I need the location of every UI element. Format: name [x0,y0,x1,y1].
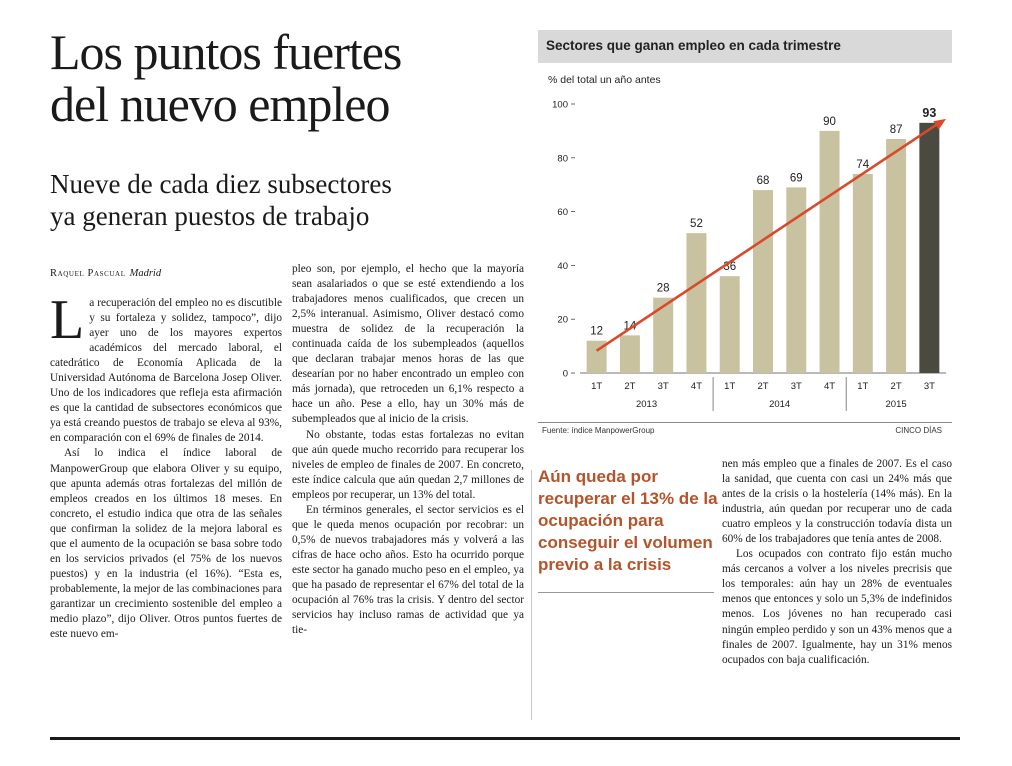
year-group-label: 2013 [636,399,657,410]
page-bottom-rule [50,737,960,740]
chart-y-label: % del total un año antes [548,74,661,86]
headline: Los puntos fuertes del nuevo empleo [50,26,520,130]
x-tick-label: 4T [691,381,702,392]
drop-cap: L [50,289,85,351]
pull-quote-rule [538,592,714,593]
byline: Raquel Pascual Madrid [50,268,290,279]
chart-plot: 020406080100121T142T283T524T361T682T693T… [552,100,946,411]
column-divider [531,470,532,720]
bar [886,138,907,373]
x-tick-label: 3T [924,381,935,392]
bar [753,190,773,373]
paragraph: No obstante, todas estas fortalezas no e… [292,428,524,501]
paragraph-text: a recuperación del empleo no es discutib… [50,297,282,445]
paragraph: pleo son, por ejemplo, el hecho que la m… [292,263,524,426]
x-tick-label: 3T [658,381,669,392]
chart-credit: CINCO DÍAS [895,426,942,435]
subhead-line-2: ya generan puestos de trabajo [50,201,370,231]
x-tick-label: 2T [624,381,635,392]
chart-title: Sectores que ganan empleo en cada trimes… [546,38,841,53]
bar-value-label: 69 [790,172,803,184]
byline-place: Madrid [129,268,162,279]
y-tick-label: 0 [563,369,568,380]
bar [719,276,740,373]
bar-value-label: 93 [922,106,936,120]
bar [653,297,674,373]
x-tick-label: 1T [591,381,602,392]
bar [919,122,940,373]
pull-quote: Aún queda por recuperar el 13% de la ocu… [538,467,718,574]
paragraph: En términos generales, el sector servici… [292,503,524,637]
paragraph: Así lo indica el índice laboral de Manpo… [50,447,282,641]
trend-line [595,121,941,352]
bar-value-label: 52 [690,218,703,230]
employment-chart: Sectores que ganan empleo en cada trimes… [538,30,952,440]
bar [619,335,640,373]
bar-value-label: 28 [657,283,670,295]
headline-line-1: Los puntos fuertes [50,24,402,80]
paragraph: nen más empleo que a finales de 2007. Es… [722,458,952,546]
chart-title-bar [538,30,952,63]
x-tick-label: 2T [891,381,902,392]
bar-value-label: 90 [823,116,836,128]
bar [852,173,873,373]
bar-value-label: 87 [890,124,903,136]
byline-author: Raquel Pascual [50,268,126,279]
y-tick-label: 100 [552,100,568,111]
bar-value-label: 12 [590,326,603,338]
chart-source: Fuente: índice ManpowerGroup [542,426,655,435]
paragraph: Los ocupados con contrato fijo están muc… [722,548,952,666]
subheadline: Nueve de cada diez subsectores ya genera… [50,168,520,232]
x-tick-label: 1T [724,381,735,392]
y-tick-label: 40 [557,261,568,272]
x-tick-label: 1T [857,381,868,392]
x-tick-label: 4T [824,381,835,392]
article-column-3: nen más empleo que a finales de 2007. Es… [722,457,952,668]
article-column-2: pleo son, por ejemplo, el hecho que la m… [292,262,524,638]
y-tick-label: 80 [557,153,568,164]
bar [686,233,707,373]
year-group-label: 2014 [769,399,790,410]
x-tick-label: 2T [757,381,768,392]
y-tick-label: 60 [557,207,568,218]
x-tick-label: 3T [791,381,802,392]
trend-arrowhead [933,118,946,130]
chart-bottom-rule [538,422,952,423]
year-group-label: 2015 [886,399,907,410]
y-tick-label: 20 [557,315,568,326]
bar [786,187,807,373]
bar-value-label: 74 [856,159,869,171]
bar [819,130,840,373]
subhead-line-1: Nueve de cada diez subsectores [50,169,392,199]
headline-line-2: del nuevo empleo [50,76,390,132]
bar-value-label: 68 [757,175,770,187]
